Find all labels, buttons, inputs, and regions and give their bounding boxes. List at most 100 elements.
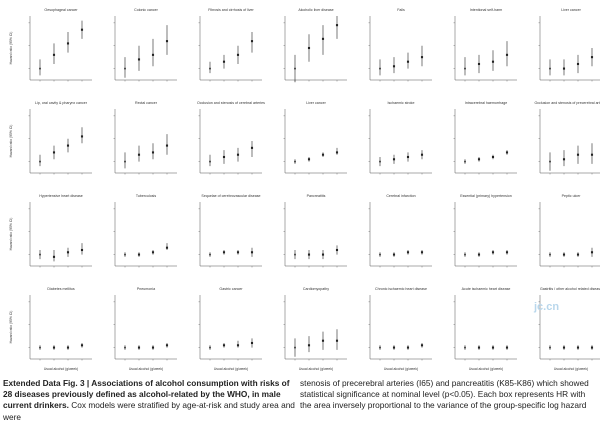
hr-marker [491,346,495,349]
hr-marker [222,344,226,347]
hr-marker [165,246,169,249]
hr-marker [321,339,325,342]
panel-title: Diabetes mellitus [47,287,75,291]
hr-marker [66,251,70,254]
hr-marker [294,67,296,70]
hr-marker [165,144,169,147]
panel-title: Occlusion and stenosis of cerebral arter… [197,101,265,105]
hr-marker [52,53,56,56]
watermark: jc.cn [534,301,560,313]
hr-marker [52,255,56,258]
hr-marker [151,151,155,154]
hr-marker [66,144,70,147]
x-axis-label: Usual alcohol (g/week) [384,367,418,371]
panel-title: Hypertensive heart disease [39,194,83,198]
hr-marker [562,67,566,70]
hr-marker [379,160,381,163]
hr-marker [576,153,580,156]
panel-title: Cerebral infarction [386,194,415,198]
hr-marker [590,251,594,254]
hr-marker [392,158,396,161]
hr-marker [137,153,141,156]
hr-marker [549,346,551,349]
hr-marker [151,53,155,56]
panel-title: Alcoholic liver disease [298,8,333,12]
panel-title: Gastritis / other alcohol related diseas… [540,287,600,291]
hr-marker [505,151,509,154]
hr-marker [491,60,495,63]
x-axis-label: Usual alcohol (g/week) [299,367,333,371]
hr-marker [464,160,466,163]
hr-marker [209,160,211,163]
hr-marker [549,253,551,256]
hr-marker [491,155,495,159]
hr-marker [491,251,495,254]
hr-marker [137,253,141,256]
hr-marker [52,151,56,154]
panel-title: Liver cancer [561,8,581,12]
panel-title: Acute ischaemic heart disease [462,287,511,291]
hr-marker [420,251,424,254]
caption-right: stenosis of precerebral arteries (I65) a… [300,378,596,412]
hr-marker [80,248,84,252]
y-axis-label: Hazard ratio (95% CI) [9,218,13,251]
caption-title: Associations of alcohol consumption with… [3,378,290,411]
hr-marker [392,253,396,256]
caption-left: Extended Data Fig. 3 | Associations of a… [3,378,299,423]
x-axis-label: Usual alcohol (g/week) [129,367,163,371]
hr-marker [464,346,466,349]
hr-marker [420,56,424,59]
hr-marker [250,146,254,149]
panel-title: Falls [397,8,405,12]
hr-marker [294,253,296,256]
hr-marker [151,251,155,254]
hr-marker [505,251,509,254]
hr-marker [124,160,126,163]
hr-marker [576,62,580,66]
hr-marker [335,151,339,154]
hr-marker [236,153,240,156]
panel-title: Rectal cancer [135,101,158,105]
hr-marker [321,153,325,156]
hr-marker [250,251,254,254]
hr-marker [420,344,424,347]
panel-title: Oesophageal cancer [44,8,78,12]
hr-marker [420,153,424,156]
panel-title: Intracerebral haemorrhage [465,101,508,105]
hr-marker [562,158,566,161]
hr-marker [39,253,41,256]
hr-marker [392,346,396,349]
caption-label: Extended Data Fig. 3 | [3,378,90,388]
hr-marker [39,67,41,70]
hr-marker [124,346,126,349]
hr-marker [222,251,226,254]
hr-marker [335,339,339,342]
panel-title: Tuberculosis [136,194,156,198]
hr-marker [590,346,594,349]
panel-title: Colonic cancer [134,8,159,12]
panel-title: Chronic ischaemic heart disease [375,287,427,291]
panel-title: Ischaemic stroke [388,101,415,105]
panel-title: Pneumonia [137,287,155,291]
hr-marker [39,160,41,163]
panel-title: Essential (primary) hypertension [460,194,512,198]
hr-marker [124,67,126,70]
hr-marker [307,46,311,50]
panel-title: Peptic ulcer [562,194,582,198]
hr-marker [576,253,580,256]
panel-title: Lip, oral cavity & pharynx cancer [35,101,88,105]
hr-marker [590,56,594,59]
hr-marker [307,158,311,161]
panel-title: Liver cancer [306,101,326,105]
hr-marker [321,253,325,256]
caption-right-text: stenosis of precerebral arteries (I65) a… [300,378,589,411]
hr-marker [66,42,70,45]
hr-marker [209,346,211,349]
hr-marker [39,346,41,349]
panel-title: Intentional self-harm [470,8,503,12]
hr-marker [477,346,481,349]
y-axis-label: Hazard ratio (95% CI) [9,32,13,65]
hr-marker [124,253,126,256]
hr-marker [379,67,381,70]
hr-marker [549,67,551,70]
